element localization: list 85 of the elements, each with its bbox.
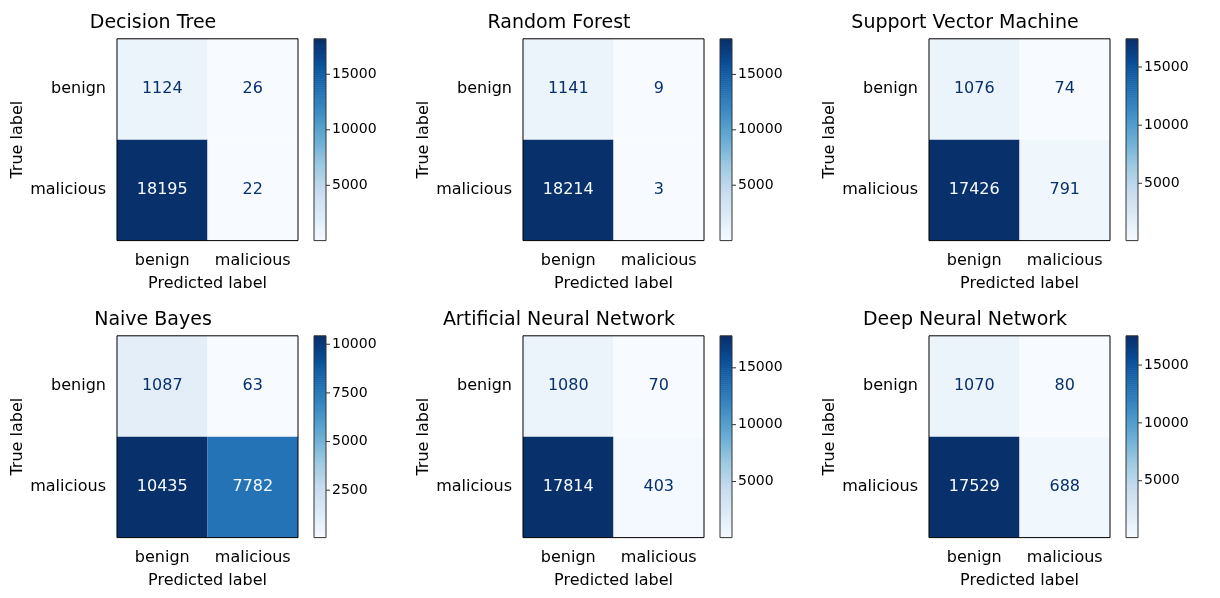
y-tick-label: malicious xyxy=(30,476,106,496)
color-bar-label: 5000 xyxy=(1144,471,1180,488)
data-label: 1076 xyxy=(953,78,995,98)
data-label: 1124 xyxy=(141,78,183,98)
x-tick-label: benign xyxy=(540,250,596,270)
data-label: 17426 xyxy=(948,179,1000,199)
x-tick-label: benign xyxy=(134,547,190,567)
y-tick-label: benign xyxy=(51,375,106,395)
y-tick-label: benign xyxy=(863,375,918,395)
y-tick-label: benign xyxy=(457,78,512,98)
data-label: 1080 xyxy=(547,375,589,395)
x-tick-label: malicious xyxy=(620,547,697,567)
x-tick-label: benign xyxy=(946,547,1002,567)
y-tick-label: malicious xyxy=(436,179,512,199)
y-tick-label: malicious xyxy=(436,476,512,496)
data-label: 1087 xyxy=(141,375,183,395)
color-bar-label: 10000 xyxy=(738,120,783,137)
y-axis-title: True label xyxy=(818,100,838,180)
color-bar-label: 5000 xyxy=(738,472,774,489)
color-bar-label: 10000 xyxy=(332,334,377,351)
x-tick-label: malicious xyxy=(620,250,697,270)
chart-title: Decision Tree xyxy=(89,10,217,33)
data-label: 22 xyxy=(242,179,263,199)
data-label: 17814 xyxy=(542,476,594,496)
y-tick-label: benign xyxy=(51,78,106,98)
data-label: 1141 xyxy=(547,78,589,98)
color-bar-label: 5000 xyxy=(1144,173,1180,190)
data-label: 1070 xyxy=(953,375,995,395)
x-tick-label: malicious xyxy=(1026,547,1103,567)
data-label: 70 xyxy=(648,375,669,395)
x-tick-label: malicious xyxy=(1026,250,1103,270)
data-label: 18214 xyxy=(542,179,594,199)
data-label: 18195 xyxy=(136,179,188,199)
x-axis-title: Predicted label xyxy=(554,569,673,589)
y-tick-label: malicious xyxy=(842,476,918,496)
chart-title: Random Forest xyxy=(487,10,631,33)
y-axis-title: True label xyxy=(6,100,26,180)
y-axis-title: True label xyxy=(818,397,838,477)
color-bar-label: 7500 xyxy=(332,383,368,400)
x-tick-label: benign xyxy=(134,250,190,270)
x-axis-title: Predicted label xyxy=(960,569,1079,589)
x-axis-title: Predicted label xyxy=(554,272,673,292)
data-label: 63 xyxy=(242,375,263,395)
y-tick-label: benign xyxy=(863,78,918,98)
color-bar-label: 5000 xyxy=(332,432,368,449)
y-tick-label: malicious xyxy=(30,179,106,199)
x-tick-label: malicious xyxy=(214,250,291,270)
chart-title: Naive Bayes xyxy=(94,307,212,330)
data-label: 688 xyxy=(1049,476,1081,496)
data-label: 403 xyxy=(643,476,675,496)
y-tick-label: benign xyxy=(457,375,512,395)
data-label: 74 xyxy=(1054,78,1075,98)
color-bar-label: 10000 xyxy=(332,120,377,137)
data-label: 17529 xyxy=(948,476,1000,496)
y-axis-title: True label xyxy=(412,100,432,180)
chart-title: Artificial Neural Network xyxy=(442,307,676,330)
x-axis-title: Predicted label xyxy=(148,272,267,292)
y-tick-label: malicious xyxy=(842,179,918,199)
x-tick-label: benign xyxy=(946,250,1002,270)
color-bar-label: 10000 xyxy=(1144,413,1189,430)
x-tick-label: malicious xyxy=(214,547,291,567)
color-bar-label: 5000 xyxy=(738,175,774,192)
color-bar-label: 10000 xyxy=(1144,115,1189,132)
data-label: 791 xyxy=(1049,179,1081,199)
data-label: 26 xyxy=(242,78,263,98)
y-axis-title: True label xyxy=(412,397,432,477)
data-label: 3 xyxy=(653,179,664,199)
color-bar-label: 10000 xyxy=(738,415,783,432)
color-bar-label: 15000 xyxy=(1144,355,1189,372)
chart-title: Deep Neural Network xyxy=(862,307,1068,330)
color-bar-label: 2500 xyxy=(332,480,368,497)
x-axis-title: Predicted label xyxy=(148,569,267,589)
x-axis-title: Predicted label xyxy=(960,272,1079,292)
x-tick-label: benign xyxy=(540,547,596,567)
data-label: 80 xyxy=(1054,375,1075,395)
data-label: 10435 xyxy=(136,476,188,496)
color-bar-label: 5000 xyxy=(332,175,368,192)
color-bar-label: 15000 xyxy=(1144,57,1189,74)
color-bar-label: 15000 xyxy=(738,358,783,375)
color-bar-label: 15000 xyxy=(332,64,377,81)
chart-title: Support Vector Machine xyxy=(851,10,1079,33)
color-bar-label: 15000 xyxy=(738,65,783,82)
data-label: 9 xyxy=(653,78,664,98)
data-label: 7782 xyxy=(232,476,274,496)
y-axis-title: True label xyxy=(6,397,26,477)
